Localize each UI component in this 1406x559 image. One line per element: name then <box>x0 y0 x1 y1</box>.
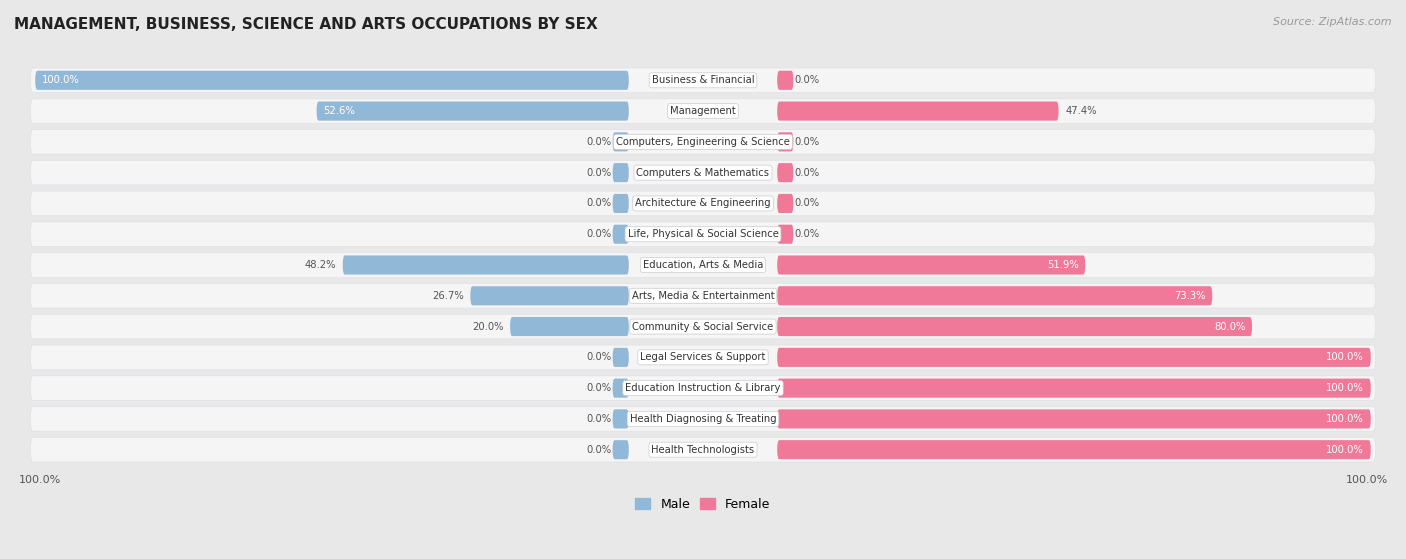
FancyBboxPatch shape <box>778 102 1059 121</box>
FancyBboxPatch shape <box>31 99 1375 124</box>
Text: 0.0%: 0.0% <box>794 198 820 209</box>
FancyBboxPatch shape <box>778 132 793 151</box>
Text: Education, Arts & Media: Education, Arts & Media <box>643 260 763 270</box>
FancyBboxPatch shape <box>778 378 1371 397</box>
Text: Computers, Engineering & Science: Computers, Engineering & Science <box>616 137 790 147</box>
FancyBboxPatch shape <box>316 102 628 121</box>
FancyBboxPatch shape <box>613 348 628 367</box>
Text: 0.0%: 0.0% <box>586 383 612 393</box>
FancyBboxPatch shape <box>31 68 1375 93</box>
Text: 51.9%: 51.9% <box>1046 260 1078 270</box>
Text: Architecture & Engineering: Architecture & Engineering <box>636 198 770 209</box>
Text: 80.0%: 80.0% <box>1213 321 1246 331</box>
Text: 0.0%: 0.0% <box>586 168 612 178</box>
FancyBboxPatch shape <box>31 437 1375 462</box>
FancyBboxPatch shape <box>778 317 1253 336</box>
FancyBboxPatch shape <box>31 314 1375 339</box>
Text: 0.0%: 0.0% <box>586 352 612 362</box>
FancyBboxPatch shape <box>778 348 1371 367</box>
Text: 52.6%: 52.6% <box>323 106 356 116</box>
FancyBboxPatch shape <box>31 222 1375 247</box>
Text: 100.0%: 100.0% <box>1326 445 1364 454</box>
Text: 100.0%: 100.0% <box>18 476 60 485</box>
Text: Arts, Media & Entertainment: Arts, Media & Entertainment <box>631 291 775 301</box>
FancyBboxPatch shape <box>31 191 1375 216</box>
Text: 48.2%: 48.2% <box>305 260 336 270</box>
FancyBboxPatch shape <box>613 225 628 244</box>
Text: Source: ZipAtlas.com: Source: ZipAtlas.com <box>1274 17 1392 27</box>
FancyBboxPatch shape <box>31 283 1375 308</box>
FancyBboxPatch shape <box>31 130 1375 154</box>
FancyBboxPatch shape <box>31 406 1375 431</box>
Text: Community & Social Service: Community & Social Service <box>633 321 773 331</box>
Text: 0.0%: 0.0% <box>586 229 612 239</box>
Text: 47.4%: 47.4% <box>1066 106 1097 116</box>
FancyBboxPatch shape <box>613 194 628 213</box>
FancyBboxPatch shape <box>778 163 793 182</box>
Text: 73.3%: 73.3% <box>1174 291 1205 301</box>
Text: 100.0%: 100.0% <box>1326 414 1364 424</box>
FancyBboxPatch shape <box>613 440 628 459</box>
FancyBboxPatch shape <box>778 440 1371 459</box>
FancyBboxPatch shape <box>31 345 1375 369</box>
Text: 0.0%: 0.0% <box>794 168 820 178</box>
Text: 0.0%: 0.0% <box>794 229 820 239</box>
Text: 20.0%: 20.0% <box>472 321 503 331</box>
Text: 0.0%: 0.0% <box>586 137 612 147</box>
FancyBboxPatch shape <box>35 71 628 90</box>
Text: Management: Management <box>671 106 735 116</box>
Text: MANAGEMENT, BUSINESS, SCIENCE AND ARTS OCCUPATIONS BY SEX: MANAGEMENT, BUSINESS, SCIENCE AND ARTS O… <box>14 17 598 32</box>
Text: 100.0%: 100.0% <box>1326 383 1364 393</box>
FancyBboxPatch shape <box>471 286 628 305</box>
FancyBboxPatch shape <box>613 132 628 151</box>
FancyBboxPatch shape <box>613 409 628 428</box>
FancyBboxPatch shape <box>778 225 793 244</box>
Text: Legal Services & Support: Legal Services & Support <box>640 352 766 362</box>
FancyBboxPatch shape <box>778 194 793 213</box>
FancyBboxPatch shape <box>31 253 1375 277</box>
Text: Education Instruction & Library: Education Instruction & Library <box>626 383 780 393</box>
FancyBboxPatch shape <box>31 160 1375 185</box>
Text: Life, Physical & Social Science: Life, Physical & Social Science <box>627 229 779 239</box>
Text: 0.0%: 0.0% <box>794 137 820 147</box>
Text: Health Technologists: Health Technologists <box>651 445 755 454</box>
Text: Computers & Mathematics: Computers & Mathematics <box>637 168 769 178</box>
Text: 100.0%: 100.0% <box>1326 352 1364 362</box>
FancyBboxPatch shape <box>613 378 628 397</box>
Text: 0.0%: 0.0% <box>794 75 820 86</box>
FancyBboxPatch shape <box>778 255 1085 274</box>
Text: Health Diagnosing & Treating: Health Diagnosing & Treating <box>630 414 776 424</box>
FancyBboxPatch shape <box>510 317 628 336</box>
FancyBboxPatch shape <box>778 409 1371 428</box>
Text: 100.0%: 100.0% <box>42 75 80 86</box>
Text: 100.0%: 100.0% <box>1346 476 1388 485</box>
FancyBboxPatch shape <box>778 286 1212 305</box>
FancyBboxPatch shape <box>31 376 1375 400</box>
FancyBboxPatch shape <box>343 255 628 274</box>
Text: Business & Financial: Business & Financial <box>652 75 754 86</box>
Text: 0.0%: 0.0% <box>586 414 612 424</box>
Text: 0.0%: 0.0% <box>586 445 612 454</box>
Text: 26.7%: 26.7% <box>432 291 464 301</box>
FancyBboxPatch shape <box>613 163 628 182</box>
Text: 0.0%: 0.0% <box>586 198 612 209</box>
Legend: Male, Female: Male, Female <box>630 493 776 516</box>
FancyBboxPatch shape <box>778 71 793 90</box>
